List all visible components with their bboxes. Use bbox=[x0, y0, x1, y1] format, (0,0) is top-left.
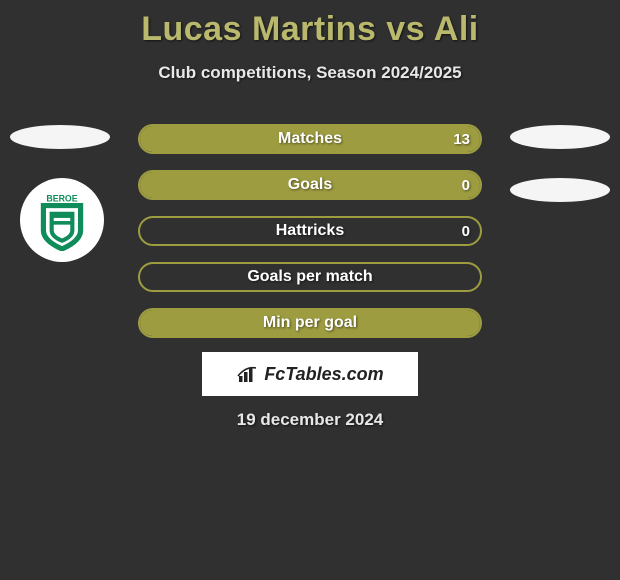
stat-label: Matches bbox=[140, 126, 480, 152]
stat-label: Hattricks bbox=[140, 218, 480, 244]
logo-label: FcTables.com bbox=[264, 364, 383, 385]
stat-bar: Goals0 bbox=[138, 170, 482, 200]
shield-icon: BEROE bbox=[31, 189, 93, 251]
stat-label: Goals per match bbox=[140, 264, 480, 290]
stat-bar: Matches13 bbox=[138, 124, 482, 154]
stat-bar: Goals per match bbox=[138, 262, 482, 292]
player-right-avatar-placeholder bbox=[510, 125, 610, 149]
subtitle: Club competitions, Season 2024/2025 bbox=[0, 63, 620, 83]
stat-label: Goals bbox=[140, 172, 480, 198]
club-badge-left: BEROE bbox=[20, 178, 104, 262]
fctables-logo: FcTables.com bbox=[202, 352, 418, 396]
badge-text: BEROE bbox=[46, 193, 77, 203]
stat-value: 0 bbox=[462, 218, 470, 244]
bar-chart-icon bbox=[236, 364, 260, 384]
player-right-club-placeholder bbox=[510, 178, 610, 202]
stat-value: 0 bbox=[462, 172, 470, 198]
logo-text: FcTables.com bbox=[236, 364, 383, 385]
stats-bars: Matches13Goals0Hattricks0Goals per match… bbox=[138, 124, 482, 354]
date-text: 19 december 2024 bbox=[0, 410, 620, 430]
stat-bar: Min per goal bbox=[138, 308, 482, 338]
page-title: Lucas Martins vs Ali bbox=[0, 0, 620, 49]
player-left-avatar-placeholder bbox=[10, 125, 110, 149]
stat-value: 13 bbox=[453, 126, 470, 152]
stat-bar: Hattricks0 bbox=[138, 216, 482, 246]
stat-label: Min per goal bbox=[140, 310, 480, 336]
